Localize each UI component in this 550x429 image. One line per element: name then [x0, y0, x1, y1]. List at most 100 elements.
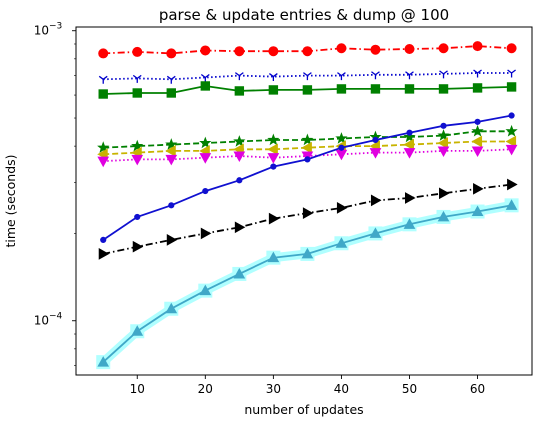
- series-7: [98, 178, 518, 260]
- data-point: [403, 148, 416, 159]
- chart-title: parse & update entries & dump @ 100: [159, 6, 449, 24]
- data-point: [165, 302, 178, 314]
- data-point: [166, 88, 176, 98]
- data-point: [335, 132, 348, 144]
- data-point: [97, 141, 110, 153]
- y-tick-label: 10−3: [34, 22, 63, 38]
- series-halo: [100, 200, 513, 366]
- data-point: [270, 163, 277, 170]
- data-point: [301, 141, 312, 154]
- data-point: [403, 138, 414, 151]
- data-point: [199, 136, 212, 149]
- y-axis-label: time (seconds): [3, 154, 18, 247]
- series-2: [98, 81, 517, 99]
- data-point: [132, 88, 142, 98]
- x-tick-label: 10: [130, 382, 145, 396]
- data-point: [405, 71, 414, 80]
- data-point: [370, 84, 381, 94]
- series-8: [97, 199, 518, 367]
- data-point: [268, 73, 278, 82]
- data-point: [304, 156, 311, 163]
- data-point: [472, 83, 483, 93]
- data-point: [473, 182, 484, 195]
- plot-frame: [75, 26, 533, 376]
- data-point: [166, 48, 177, 59]
- data-point: [302, 207, 314, 219]
- data-point: [267, 251, 280, 263]
- data-point: [165, 154, 178, 166]
- data-point: [474, 118, 481, 125]
- data-point: [505, 199, 518, 210]
- data-point: [199, 284, 212, 296]
- data-point: [97, 156, 110, 168]
- x-axis-label: number of updates: [244, 402, 363, 417]
- data-point: [267, 153, 280, 164]
- data-point: [166, 234, 178, 246]
- data-point: [372, 136, 379, 144]
- x-tick-label: 30: [266, 382, 281, 396]
- data-point: [438, 84, 449, 94]
- data-point: [202, 187, 209, 195]
- x-tick-label: 50: [402, 382, 417, 396]
- data-point: [233, 267, 246, 279]
- data-point: [440, 122, 447, 129]
- data-point: [236, 177, 243, 184]
- data-point: [335, 237, 348, 248]
- data-point: [505, 124, 518, 137]
- series-6: [100, 112, 515, 243]
- data-point: [267, 143, 278, 156]
- data-point: [471, 124, 484, 137]
- halo-layer: [96, 198, 519, 370]
- data-point: [200, 45, 211, 56]
- data-point: [234, 46, 245, 57]
- data-point: [337, 72, 346, 81]
- data-point: [336, 84, 347, 94]
- data-point: [98, 248, 110, 260]
- data-point: [370, 194, 382, 207]
- data-point: [98, 89, 108, 99]
- data-point: [131, 154, 144, 166]
- data-point: [97, 356, 110, 367]
- data-point: [471, 205, 484, 217]
- x-tick-label: 40: [334, 382, 349, 396]
- y-tick-label: 10−4: [34, 312, 63, 328]
- data-point: [370, 44, 381, 55]
- data-point: [473, 69, 482, 78]
- data-point: [439, 70, 448, 79]
- data-point: [301, 133, 314, 146]
- data-point: [507, 69, 516, 78]
- data-point: [302, 85, 313, 95]
- data-point: [234, 72, 244, 81]
- data-point: [406, 129, 413, 136]
- series-4: [97, 135, 517, 161]
- data-point: [200, 81, 211, 91]
- data-point: [336, 202, 348, 214]
- data-point: [371, 71, 380, 80]
- data-point: [506, 43, 517, 54]
- data-point: [134, 213, 141, 221]
- series-layer: [97, 41, 518, 367]
- data-point: [472, 41, 483, 52]
- series-5: [97, 144, 518, 168]
- data-point: [508, 112, 515, 119]
- data-point: [132, 240, 144, 253]
- data-point: [200, 73, 210, 82]
- data-point: [437, 129, 450, 141]
- series-3: [97, 124, 518, 153]
- data-point: [338, 144, 345, 151]
- data-point: [131, 325, 144, 336]
- data-point: [234, 86, 245, 96]
- data-point: [168, 202, 175, 209]
- data-point: [403, 218, 416, 229]
- x-tick-label: 60: [470, 382, 485, 396]
- data-point: [165, 145, 176, 157]
- series-line: [102, 204, 512, 363]
- data-point: [404, 43, 415, 54]
- data-point: [369, 227, 382, 238]
- data-point: [267, 133, 280, 146]
- data-point: [302, 46, 313, 57]
- data-point: [165, 138, 178, 150]
- data-point: [438, 43, 449, 54]
- data-point: [98, 48, 109, 59]
